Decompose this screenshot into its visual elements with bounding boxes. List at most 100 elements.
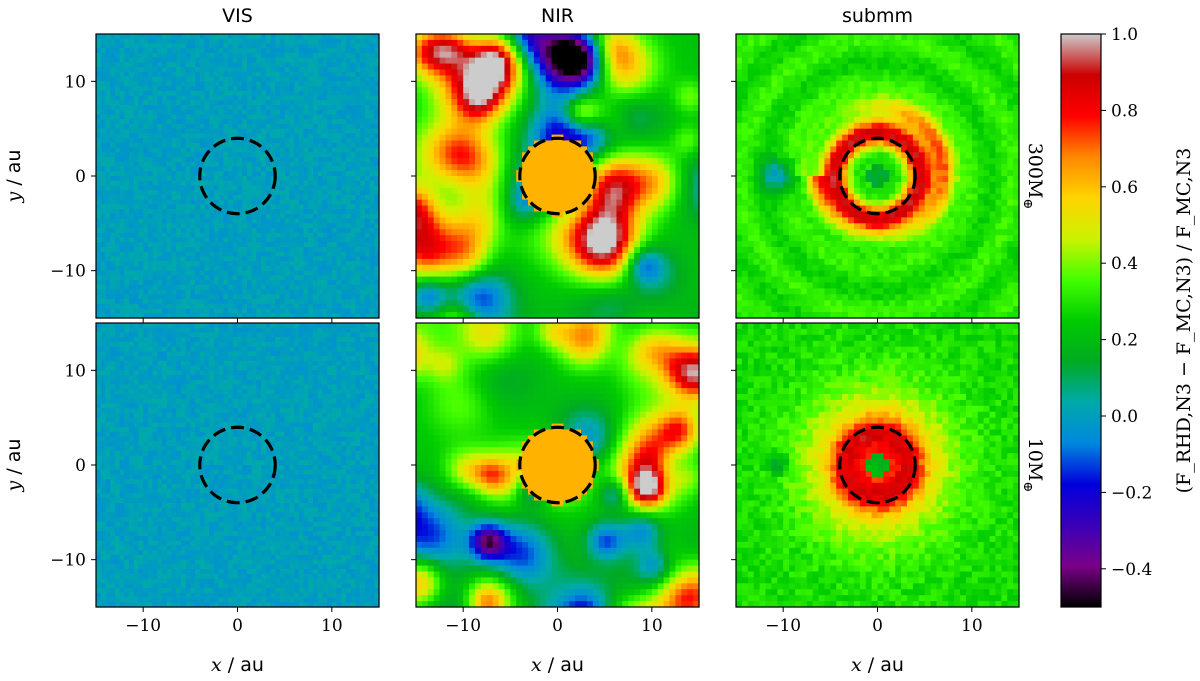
heatmap-cell: [185, 242, 191, 248]
heatmap-cell: [675, 146, 682, 153]
heatmap-cell: [275, 256, 281, 262]
heatmap-cell: [100, 114, 107, 120]
heatmap-cell: [242, 95, 248, 101]
heatmap-cell: [598, 81, 606, 88]
heatmap-cell: [369, 247, 375, 253]
heatmap-cell: [289, 199, 295, 205]
heatmap-cell: [275, 275, 281, 281]
heatmap-cell: [180, 299, 187, 305]
heatmap-cell: [213, 313, 220, 319]
heatmap-cell: [261, 128, 267, 134]
heatmap-cell: [350, 100, 357, 106]
heatmap-cell: [114, 204, 121, 210]
heatmap-cell: [218, 52, 224, 59]
heatmap-cell: [275, 81, 281, 87]
heatmap-cell: [279, 109, 286, 116]
heatmap-cell: [195, 185, 201, 191]
heatmap-cell: [289, 109, 295, 116]
heatmap-cell: [152, 43, 158, 49]
heatmap-cell: [242, 90, 248, 97]
heatmap-cell: [303, 71, 309, 78]
heatmap-cell: [308, 100, 314, 106]
heatmap-cell: [522, 81, 529, 88]
heatmap-cell: [147, 256, 154, 262]
heatmap-cell: [640, 128, 647, 136]
heatmap-cell: [336, 218, 342, 224]
heatmap-cell: [256, 152, 262, 158]
heatmap-cell: [147, 204, 154, 210]
heatmap-cell: [498, 39, 506, 47]
heatmap-cell: [355, 138, 361, 144]
heatmap-cell: [96, 194, 102, 201]
heatmap-cell: [261, 218, 267, 224]
heatmap-cell: [218, 251, 224, 258]
heatmap-cell: [533, 158, 541, 165]
heatmap-cell: [124, 157, 130, 163]
heatmap-cell: [166, 209, 173, 215]
heatmap-cell: [451, 164, 458, 171]
heatmap-cell: [669, 193, 677, 201]
heatmap-cell: [265, 199, 272, 205]
heatmap-cell: [522, 57, 529, 65]
heatmap-cell: [336, 38, 342, 45]
heatmap-cell: [204, 43, 210, 49]
heatmap-cell: [246, 284, 253, 291]
heatmap-cell: [336, 242, 342, 248]
heatmap-cell: [374, 147, 380, 153]
heatmap-cell: [336, 313, 342, 319]
heatmap-cell: [331, 190, 338, 196]
heatmap-cell: [598, 39, 606, 47]
heatmap-cell: [105, 280, 111, 286]
heatmap-cell: [628, 128, 635, 136]
heatmap-cell: [275, 100, 281, 106]
heatmap-cell: [341, 176, 347, 182]
heatmap-cell: [693, 45, 700, 53]
heatmap-cell: [308, 105, 314, 111]
heatmap-cell: [298, 166, 305, 172]
heatmap-cell: [445, 134, 452, 142]
heatmap-cell: [640, 199, 647, 207]
heatmap-cell: [350, 57, 357, 63]
heatmap-cell: [284, 52, 290, 59]
heatmap-cell: [209, 294, 215, 300]
heatmap-cell: [331, 242, 338, 248]
heatmap-cell: [516, 63, 523, 71]
heatmap-cell: [185, 218, 191, 224]
heatmap-cell: [592, 158, 600, 165]
heatmap-cell: [294, 256, 300, 262]
heatmap-cell: [312, 270, 319, 276]
heatmap-cell: [575, 170, 582, 177]
heatmap-cell: [242, 185, 248, 191]
heatmap-cell: [317, 270, 323, 276]
heatmap-cell: [569, 110, 576, 118]
heatmap-cell: [176, 247, 182, 253]
heatmap-cell: [289, 166, 295, 172]
heatmap-cell: [218, 123, 224, 130]
heatmap-cell: [374, 261, 380, 267]
heatmap-cell: [522, 87, 529, 94]
heatmap-cell: [256, 114, 262, 120]
heatmap-cell: [279, 303, 286, 310]
heatmap-cell: [256, 86, 262, 92]
heatmap-cell: [261, 81, 267, 87]
heatmap-cell: [237, 152, 243, 158]
heatmap-cell: [364, 218, 371, 224]
heatmap-cell: [270, 52, 276, 59]
heatmap-cell: [439, 164, 447, 171]
heatmap-cell: [105, 52, 111, 59]
heatmap-cell: [360, 123, 366, 130]
heatmap-cell: [308, 261, 314, 267]
heatmap-cell: [105, 166, 111, 172]
heatmap-cell: [232, 34, 239, 40]
heatmap-cell: [218, 34, 224, 40]
heatmap-cell: [147, 194, 154, 201]
heatmap-cell: [110, 289, 116, 295]
heatmap-cell: [693, 34, 700, 41]
heatmap-cell: [284, 71, 290, 78]
heatmap-cell: [628, 164, 635, 171]
heatmap-cell: [486, 45, 494, 53]
heatmap-cell: [204, 303, 210, 310]
heatmap-cell: [533, 87, 541, 94]
heatmap-cell: [317, 247, 323, 253]
heatmap-cell: [355, 223, 361, 229]
